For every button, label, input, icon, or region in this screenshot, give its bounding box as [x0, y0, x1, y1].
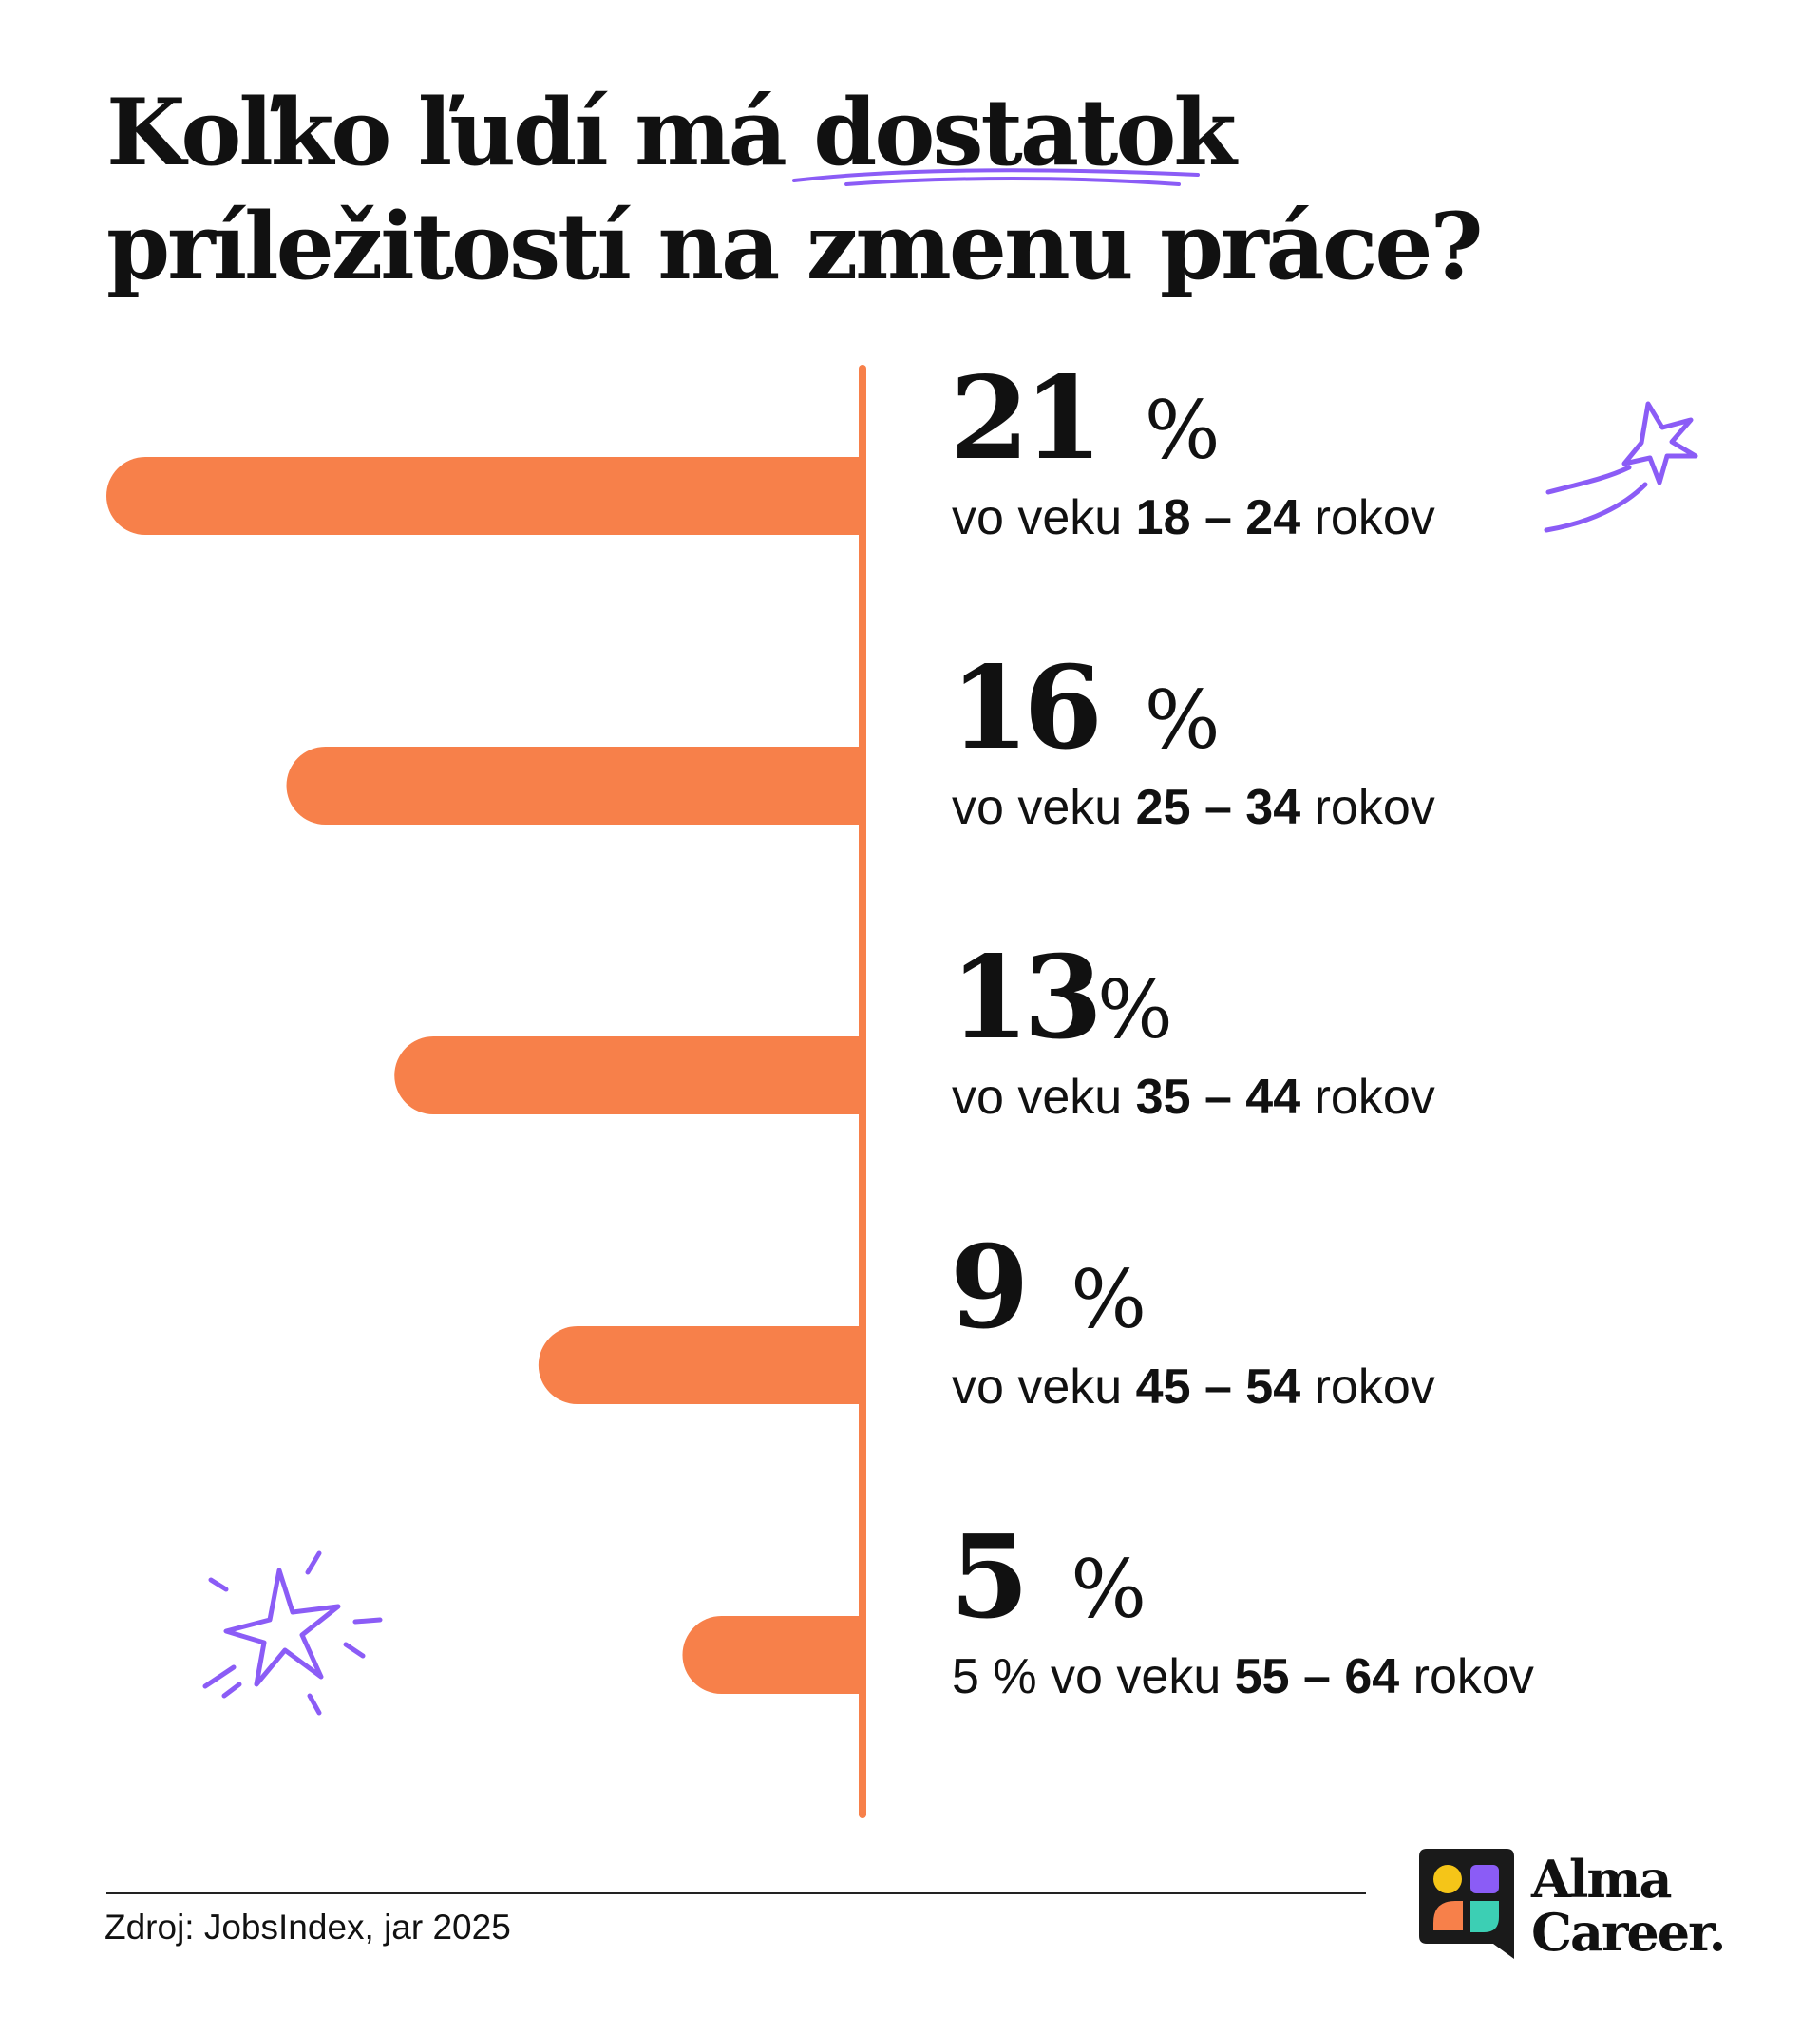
brand-logo: Alma Career. — [1419, 1849, 1799, 1963]
bar-4 — [538, 1326, 863, 1404]
brand-name-line-2: Career. — [1531, 1902, 1726, 1963]
brand-name-line-1: Alma — [1531, 1849, 1673, 1910]
value-label-4: 9 % — [950, 1221, 1147, 1355]
category-label-3: vo veku 35 – 44 rokov — [952, 1070, 1435, 1125]
category-label-4: vo veku 45 – 54 rokov — [952, 1359, 1435, 1415]
bar-1 — [106, 457, 863, 535]
bar-3 — [394, 1036, 863, 1114]
brand-name: Alma Career. — [1531, 1849, 1726, 1963]
sparkle-star-icon — [202, 1550, 383, 1716]
shooting-star-icon — [1544, 401, 1698, 533]
bar-5 — [682, 1616, 863, 1694]
category-label-5: 5 % vo veku 55 – 64 rokov — [952, 1649, 1534, 1704]
category-label-2: vo veku 25 – 34 rokov — [952, 780, 1435, 835]
underline-scribble-icon — [792, 168, 1201, 186]
title-part-1: Koľko ľudí má — [106, 79, 814, 186]
value-label-3: 13% — [950, 931, 1173, 1065]
title-highlight-word: dostatok — [813, 79, 1237, 186]
value-label-5: 5 % — [950, 1510, 1147, 1644]
chart-title: Koľko ľudí má dostatok príležitostí na z… — [106, 76, 1721, 304]
source-note: Zdroj: JobsIndex, jar 2025 — [104, 1908, 511, 1947]
value-label-2: 16 % — [950, 641, 1221, 775]
title-highlight: dostatok — [792, 76, 1237, 190]
category-label-1: vo veku 18 – 24 rokov — [952, 490, 1435, 545]
title-part-2: príležitostí na zmenu práce? — [106, 193, 1484, 300]
bar-2 — [286, 747, 863, 825]
chart-axis-line — [859, 365, 866, 1818]
alma-career-logo-icon — [1419, 1849, 1514, 1959]
value-label-1: 21 % — [950, 352, 1221, 485]
footer-divider — [106, 1892, 1366, 1894]
